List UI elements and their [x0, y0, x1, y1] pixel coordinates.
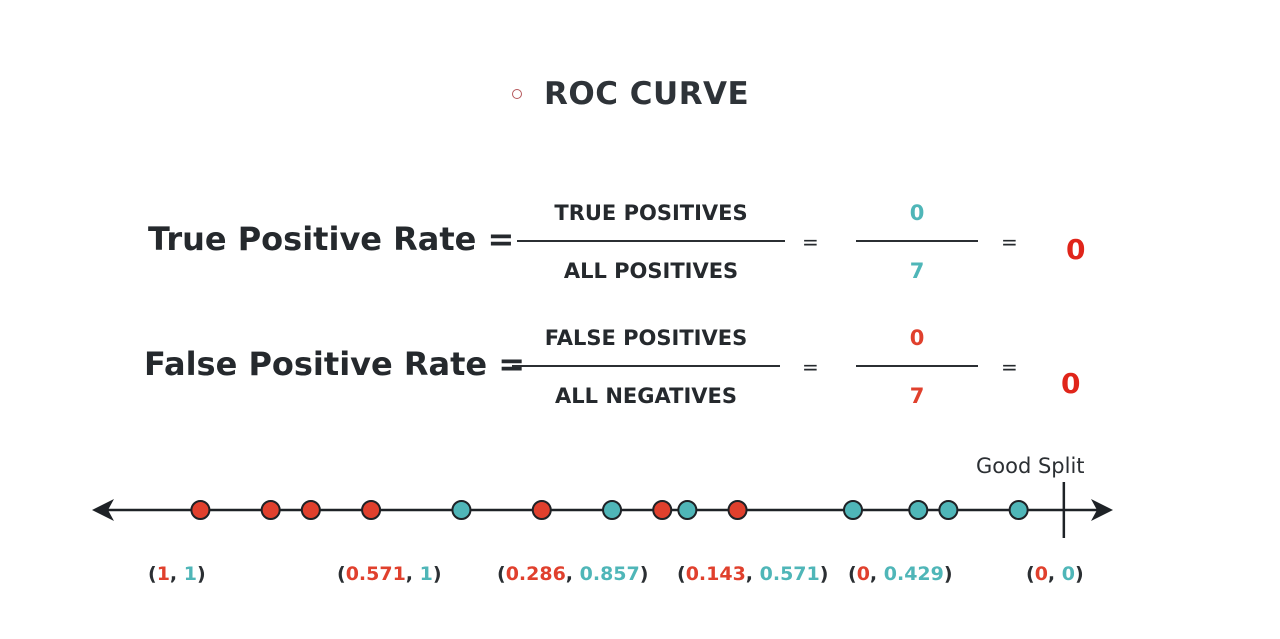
positive-point-11 — [843, 500, 863, 520]
negative-point-2 — [260, 500, 281, 520]
fpr-label: False Positive Rate = — [144, 345, 526, 383]
coord-tpr: 1 — [419, 563, 433, 585]
coord-label-3: (0.286, 0.857) — [497, 563, 649, 585]
negative-point-6 — [531, 500, 552, 520]
left-arrow-icon — [92, 499, 114, 521]
coord-label-5: (0, 0.429) — [848, 563, 953, 585]
coord-label-6: (0, 0) — [1026, 563, 1084, 585]
tpr-result: 0 — [1066, 233, 1086, 266]
coord-fpr: 0.286 — [505, 563, 566, 585]
tpr-fraction-line — [517, 240, 785, 242]
tpr-equals-2: = — [1001, 230, 1018, 254]
fpr-equals-2: = — [1001, 355, 1018, 379]
negative-point-1 — [190, 500, 211, 520]
negative-point-4 — [361, 500, 382, 520]
title-row: ROC CURVE — [512, 74, 749, 114]
fpr-denominator: ALL NEGATIVES — [555, 384, 737, 408]
good-split-label: Good Split — [976, 454, 1085, 478]
coord-tpr: 0 — [1061, 563, 1075, 585]
coord-fpr: 0 — [1034, 563, 1048, 585]
coord-label-4: (0.143, 0.571) — [677, 563, 829, 585]
tpr-equals-1: = — [802, 230, 819, 254]
tpr-den-value: 7 — [909, 259, 925, 283]
coord-fpr: 0 — [856, 563, 870, 585]
fpr-numerator: FALSE POSITIVES — [544, 326, 748, 350]
coord-tpr: 0.857 — [579, 563, 640, 585]
tpr-numerator: TRUE POSITIVES — [554, 201, 748, 225]
positive-point-5 — [451, 500, 472, 520]
coord-tpr: 0.571 — [759, 563, 820, 585]
negative-point-8 — [652, 500, 673, 520]
coord-fpr: 1 — [156, 563, 170, 585]
fpr-num-value: 0 — [909, 326, 925, 350]
page-title: ROC CURVE — [544, 76, 750, 112]
points-group — [190, 500, 1029, 520]
coord-label-2: (0.571, 1) — [337, 563, 442, 585]
fpr-fraction-line — [512, 365, 780, 367]
positive-point-12 — [908, 500, 929, 520]
negative-point-3 — [300, 500, 321, 520]
positive-point-7 — [602, 500, 623, 520]
tpr-num-value: 0 — [909, 201, 925, 225]
score-number-line — [92, 482, 1113, 538]
fpr-den-value: 7 — [909, 384, 925, 408]
tpr-label: True Positive Rate = — [148, 220, 515, 258]
negative-point-10 — [727, 500, 748, 520]
bullet-icon — [512, 89, 522, 99]
right-arrow-icon — [1091, 499, 1113, 521]
fpr-result: 0 — [1061, 367, 1081, 400]
coord-tpr: 0.429 — [883, 563, 944, 585]
coord-tpr: 1 — [183, 563, 197, 585]
fpr-value-line — [856, 365, 978, 367]
positive-point-13 — [938, 500, 959, 520]
coord-fpr: 0.571 — [345, 563, 406, 585]
positive-point-14 — [1008, 500, 1029, 520]
fpr-equals-1: = — [802, 355, 819, 379]
tpr-value-line — [856, 240, 978, 242]
tpr-denominator: ALL POSITIVES — [563, 259, 739, 283]
coord-label-1: (1, 1) — [148, 563, 206, 585]
coord-fpr: 0.143 — [685, 563, 746, 585]
positive-point-9 — [677, 500, 698, 520]
